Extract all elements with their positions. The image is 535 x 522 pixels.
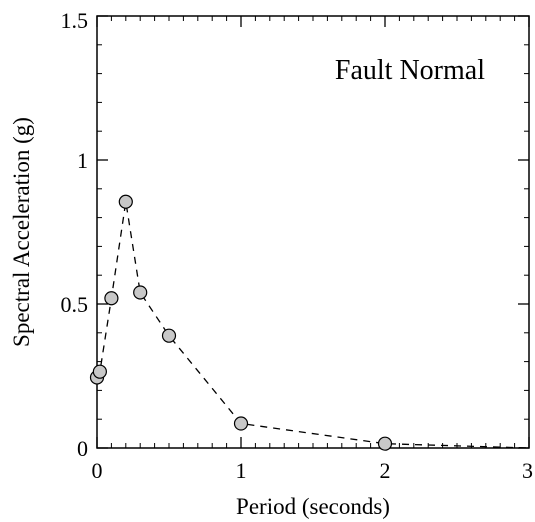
series-line (96, 201, 530, 449)
data-point (161, 328, 177, 343)
axis-ticks (96, 15, 530, 449)
y-tick-label: 1.5 (61, 8, 89, 33)
x-axis-label: Period (seconds) (236, 494, 390, 519)
data-point (233, 416, 249, 431)
x-tick-label: 1 (236, 458, 247, 483)
data-point (104, 291, 119, 306)
data-point (92, 364, 107, 379)
chart-annotation: Fault Normal (335, 55, 485, 86)
tick-labels: 0 1 2 3 0 0.5 1 1.5 (61, 8, 534, 483)
x-tick-label: 0 (92, 458, 103, 483)
data-point (118, 194, 133, 209)
y-tick-label: 0.5 (61, 292, 89, 317)
x-tick-label: 3 (522, 458, 533, 483)
y-axis-label: Spectral Acceleration (g) (9, 117, 34, 347)
data-point (377, 436, 393, 451)
x-tick-label: 2 (380, 458, 391, 483)
y-tick-label: 1 (77, 148, 88, 173)
data-markers (89, 194, 393, 451)
y-tick-label: 0 (77, 436, 88, 461)
data-point (133, 285, 148, 300)
